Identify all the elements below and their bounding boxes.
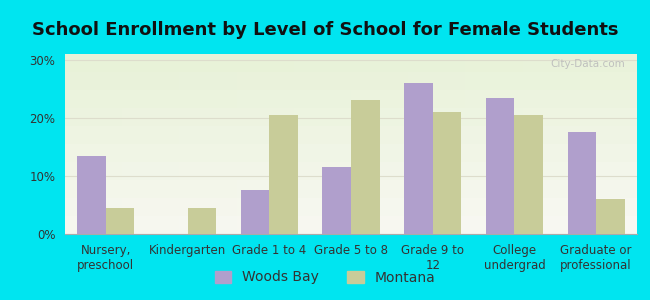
Bar [269, 115, 298, 234]
Bar [596, 199, 625, 234]
Bar [514, 115, 543, 234]
Bar [433, 112, 462, 234]
Bar [77, 156, 106, 234]
Bar [322, 167, 351, 234]
Bar [486, 98, 514, 234]
Legend: Woods Bay, Montana: Woods Bay, Montana [209, 265, 441, 290]
Bar [404, 83, 433, 234]
Bar [567, 132, 596, 234]
Bar [240, 190, 269, 234]
Text: City-Data.com: City-Data.com [551, 59, 625, 69]
Bar [351, 100, 380, 234]
Bar [106, 208, 135, 234]
Text: School Enrollment by Level of School for Female Students: School Enrollment by Level of School for… [32, 21, 618, 39]
Bar [188, 208, 216, 234]
